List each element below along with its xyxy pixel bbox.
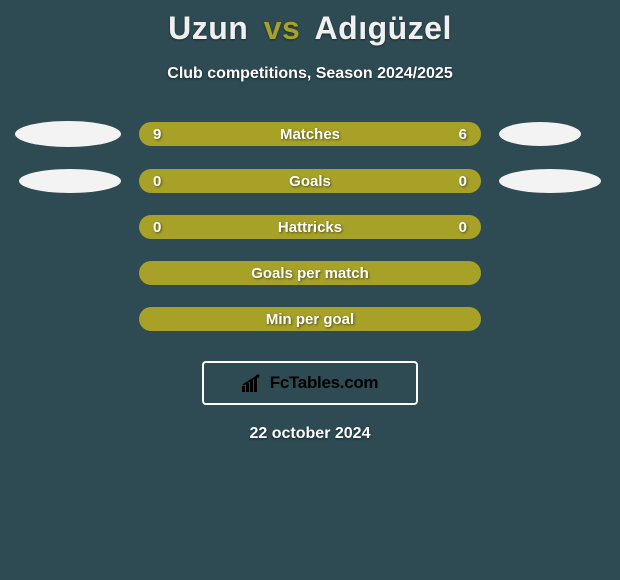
stat-bar: 0 Hattricks 0: [139, 215, 481, 239]
stat-right-value: 0: [459, 219, 467, 236]
stat-rows: 9 Matches 6 0 Goals 0 0 Hattricks 0 Goals per mat…: [0, 121, 620, 331]
date-text: 22 october 2024: [0, 425, 620, 443]
stat-row: 0 Hattricks 0: [0, 215, 620, 239]
stat-label: Hattricks: [278, 219, 342, 236]
stat-bar: 0 Goals 0: [139, 169, 481, 193]
stat-label: Goals: [289, 173, 331, 190]
stat-label: Goals per match: [251, 265, 369, 282]
stat-row: Min per goal: [0, 307, 620, 331]
right-indicator-ellipse: [499, 122, 581, 146]
stat-bar: Min per goal: [139, 307, 481, 331]
chart-bars-icon: [242, 374, 264, 392]
stat-right-value: 6: [459, 126, 467, 143]
brand-text: FcTables.com: [270, 373, 379, 393]
right-indicator-ellipse: [499, 169, 601, 193]
stat-left-value: 9: [153, 126, 161, 143]
stat-bar: Goals per match: [139, 261, 481, 285]
left-indicator-ellipse: [19, 169, 121, 193]
stat-row: 9 Matches 6: [0, 121, 620, 147]
stat-bar: 9 Matches 6: [139, 122, 481, 146]
subtitle: Club competitions, Season 2024/2025: [0, 65, 620, 83]
vs-text: vs: [264, 10, 301, 46]
brand-badge: FcTables.com: [202, 361, 418, 405]
player-left-name: Uzun: [168, 10, 248, 46]
right-ellipse-slot: [481, 122, 601, 146]
stat-label: Min per goal: [266, 311, 354, 328]
stat-label: Matches: [280, 126, 340, 143]
right-ellipse-slot: [481, 169, 601, 193]
stat-left-value: 0: [153, 219, 161, 236]
stat-row: 0 Goals 0: [0, 169, 620, 193]
comparison-infographic: Uzun vs Adıgüzel Club competitions, Seas…: [0, 0, 620, 580]
stat-right-value: 0: [459, 173, 467, 190]
left-ellipse-slot: [19, 121, 139, 147]
stat-row: Goals per match: [0, 261, 620, 285]
left-indicator-ellipse: [15, 121, 121, 147]
left-ellipse-slot: [19, 169, 139, 193]
page-title: Uzun vs Adıgüzel: [0, 0, 620, 47]
player-right-name: Adıgüzel: [315, 10, 452, 46]
stat-left-value: 0: [153, 173, 161, 190]
